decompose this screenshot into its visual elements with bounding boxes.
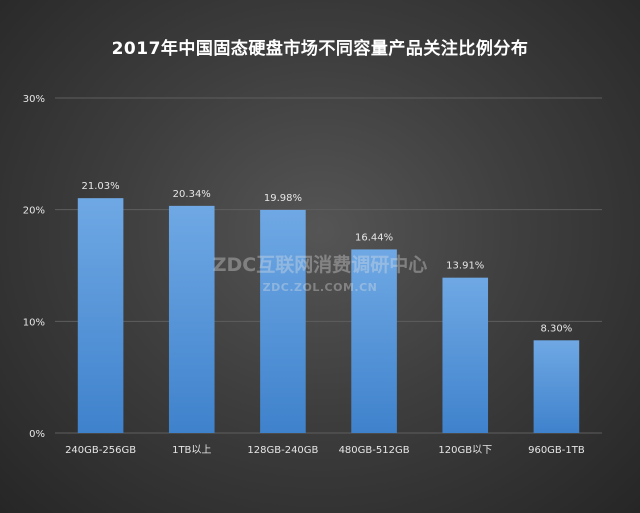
chart-title: 2017年中国固态硬盘市场不同容量产品关注比例分布 (111, 39, 529, 59)
bar (442, 277, 489, 433)
x-tick-label: 960GB-1TB (528, 445, 585, 456)
x-tick-label: 480GB-512GB (339, 445, 410, 456)
y-tick-label: 0% (29, 429, 45, 440)
x-tick-label: 120GB以下 (438, 445, 492, 456)
data-label: 21.03% (82, 181, 120, 192)
bar (533, 340, 580, 433)
bar (351, 249, 397, 433)
bar (260, 209, 306, 433)
data-label: 8.30% (541, 323, 573, 334)
y-tick-label: 30% (23, 94, 45, 105)
data-label: 20.34% (173, 189, 211, 200)
data-label: 16.44% (355, 232, 393, 243)
x-tick-label: 128GB-240GB (247, 445, 318, 456)
y-tick-label: 20% (23, 206, 45, 217)
data-label: 13.91% (446, 261, 484, 272)
y-tick-label: 10% (23, 317, 45, 328)
bar (168, 205, 215, 433)
bar (77, 198, 124, 433)
x-tick-label: 1TB以上 (172, 444, 211, 456)
x-tick-label: 240GB-256GB (65, 445, 136, 456)
data-label: 19.98% (264, 193, 302, 204)
